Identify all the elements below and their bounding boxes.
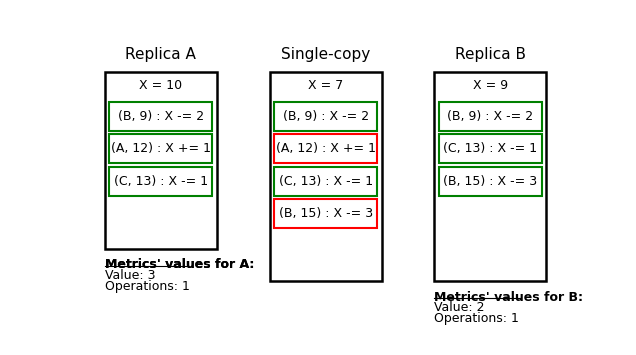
Text: Single-copy: Single-copy (281, 47, 371, 62)
Text: Metrics' values for B:: Metrics' values for B: (434, 290, 583, 304)
Text: (A, 12) : X += 1: (A, 12) : X += 1 (111, 142, 211, 155)
Bar (109, 134, 212, 164)
Bar (274, 134, 378, 164)
Bar (439, 166, 542, 196)
Text: X = 10: X = 10 (139, 79, 183, 92)
Text: Operations: 1: Operations: 1 (434, 312, 519, 325)
Bar (274, 166, 378, 196)
Bar (274, 199, 378, 228)
Bar (109, 166, 212, 196)
Text: Operations: 1: Operations: 1 (105, 280, 190, 293)
Text: Metrics' values for A:: Metrics' values for A: (105, 258, 254, 271)
Text: Value: 3: Value: 3 (105, 269, 155, 282)
Text: (C, 13) : X -= 1: (C, 13) : X -= 1 (114, 175, 208, 188)
Text: Replica A: Replica A (125, 47, 197, 62)
Text: (B, 9) : X -= 2: (B, 9) : X -= 2 (447, 110, 534, 123)
Text: X = 7: X = 7 (308, 79, 343, 92)
Bar (105, 72, 217, 249)
Bar (274, 102, 378, 131)
Text: (B, 15) : X -= 3: (B, 15) : X -= 3 (443, 175, 537, 188)
Bar (434, 72, 546, 281)
Text: (C, 13) : X -= 1: (C, 13) : X -= 1 (443, 142, 537, 155)
Text: (B, 15) : X -= 3: (B, 15) : X -= 3 (279, 207, 373, 220)
Bar (439, 102, 542, 131)
Bar (109, 102, 212, 131)
Text: Replica B: Replica B (455, 47, 526, 62)
Text: (A, 12) : X += 1: (A, 12) : X += 1 (276, 142, 376, 155)
Text: Value: 2: Value: 2 (434, 301, 485, 314)
Text: (B, 9) : X -= 2: (B, 9) : X -= 2 (283, 110, 369, 123)
Text: Metrics' values for A:: Metrics' values for A: (105, 258, 254, 271)
Text: (C, 13) : X -= 1: (C, 13) : X -= 1 (279, 175, 373, 188)
Bar (270, 72, 382, 281)
Text: X = 9: X = 9 (473, 79, 508, 92)
Bar (439, 134, 542, 164)
Text: (B, 9) : X -= 2: (B, 9) : X -= 2 (118, 110, 204, 123)
